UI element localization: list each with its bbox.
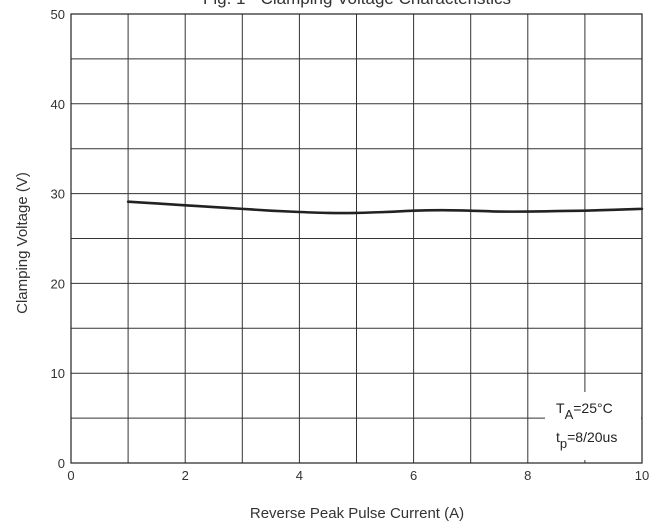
plot-frame [70, 13, 643, 464]
x-tick-label: 10 [635, 468, 649, 483]
y-tick-label: 40 [51, 97, 65, 112]
pulse-note: tp=8/20us [556, 429, 617, 451]
chart-title: Fig. 1 - Clamping Voltage Characteristic… [203, 0, 511, 8]
y-axis-label: Clamping Voltage (V) [14, 172, 31, 314]
legend-box [545, 392, 641, 460]
y-tick-label: 50 [51, 7, 65, 22]
x-tick-label: 8 [524, 468, 531, 483]
y-tick-label: 30 [51, 187, 65, 202]
x-tick-label: 6 [410, 468, 417, 483]
temperature-note: TA=25°C [556, 400, 613, 422]
x-axis-label: Reverse Peak Pulse Current (A) [250, 505, 464, 522]
y-tick-label: 20 [51, 276, 65, 291]
grid [71, 14, 642, 463]
y-tick-label: 10 [51, 366, 65, 381]
x-tick-label: 0 [67, 468, 74, 483]
x-tick-label: 4 [296, 468, 303, 483]
x-tick-label: 2 [182, 468, 189, 483]
series-line [126, 200, 644, 215]
series-layer [126, 200, 644, 215]
y-tick-label: 0 [58, 456, 65, 471]
tick-labels: 0 2 4 6 8 10 0 10 20 30 40 50 [51, 7, 650, 483]
